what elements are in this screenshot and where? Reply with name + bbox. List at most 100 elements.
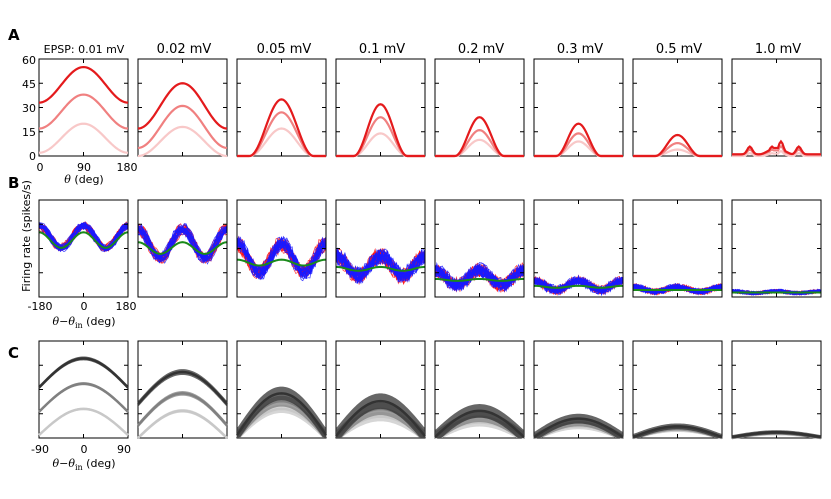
- row-c-x-axis-label: θ−θin (deg): [53, 457, 116, 472]
- column-title: 1.0 mV: [755, 42, 801, 57]
- tuning-curve-line: [137, 82, 228, 130]
- row-c-panel: [434, 340, 525, 440]
- mean-line-green: [237, 258, 326, 267]
- tuning-curve-line: [336, 103, 425, 158]
- x-tick-label: 90: [77, 161, 91, 174]
- mean-curve-line: [38, 357, 129, 389]
- row-b-traces: [237, 235, 326, 282]
- row-c-panel: [335, 340, 426, 439]
- row-a-panel: [434, 58, 525, 158]
- mean-line-green: [138, 241, 227, 255]
- x-tick-label: 180: [117, 161, 138, 174]
- y-axis-label: Firing rate (spikes/s): [20, 180, 33, 292]
- column-titles: EPSP: 0.01 mV 0.02 mV 0.05 mV 0.1 mV 0.2…: [44, 42, 802, 57]
- row-b-panel: [38, 199, 129, 298]
- mean-curve-line: [137, 392, 228, 427]
- column-title: 0.5 mV: [656, 42, 702, 57]
- y-tick-label: 0: [29, 150, 36, 163]
- row-a-panel: [731, 58, 822, 158]
- row-b-x-label-symbol: θ−θ: [53, 315, 76, 328]
- row-c-panel: [533, 340, 624, 440]
- row-b-traces: [435, 261, 524, 293]
- x-tick-label: 180: [116, 300, 137, 313]
- column-title: EPSP: 0.01 mV: [44, 43, 125, 56]
- row-c-panel: [731, 340, 822, 440]
- row-a-x-axis-label: θ (deg): [64, 173, 103, 186]
- x-tick-label: -180: [28, 300, 53, 313]
- mean-band-area: [237, 386, 326, 438]
- row-c-x-tick-labels: -90 0 90: [31, 443, 131, 456]
- column-title: 0.02 mV: [157, 42, 212, 57]
- trial-trace-blue: [336, 248, 425, 283]
- row-a-panel: [38, 58, 129, 157]
- mean-curve-line: [335, 399, 426, 437]
- row-b-traces: [138, 222, 227, 265]
- panel-label-b: B: [8, 174, 19, 192]
- row-b-x-label-subscript: in: [75, 321, 83, 330]
- row-b-traces: [534, 274, 623, 297]
- row-b-panel: [434, 199, 525, 298]
- row-c-panel: [632, 340, 723, 440]
- row-b-panel: [335, 199, 426, 298]
- trial-trace-blue: [237, 235, 326, 280]
- row-c-panel: [137, 340, 228, 439]
- row-c-x-label-symbol: θ−θ: [53, 457, 76, 470]
- tuning-curve-line: [38, 65, 129, 104]
- panel-label-a: A: [8, 26, 20, 44]
- row-b-panel: [731, 199, 822, 298]
- row-b-traces: [732, 288, 821, 296]
- mean-curve-line: [38, 382, 129, 413]
- mean-curve-line: [731, 430, 822, 439]
- row-a-panel: [533, 58, 624, 158]
- row-b-x-tick-labels: -180 0 180: [28, 300, 137, 313]
- y-tick-label: 60: [22, 54, 36, 67]
- row-c-x-label-unit: (deg): [83, 457, 116, 470]
- y-tick-label: 15: [22, 126, 36, 139]
- tuning-curve-line: [38, 93, 129, 130]
- mean-curve-line: [137, 370, 228, 405]
- row-a-y-tick-labels: 60 45 30 15 0: [22, 54, 36, 163]
- mean-curve-line: [38, 407, 129, 437]
- mean-line-green: [435, 277, 524, 282]
- row-a-panel: [236, 58, 327, 158]
- row-b-panel: [632, 199, 723, 298]
- mean-band-area: [633, 423, 722, 438]
- mean-band-area: [534, 413, 623, 438]
- mean-line-green: [534, 284, 623, 289]
- tuning-curve-line: [732, 139, 821, 156]
- tuning-curve-line: [633, 133, 722, 158]
- row-b-traces: [39, 221, 128, 253]
- mean-curve-line: [632, 425, 723, 439]
- column-title: 0.1 mV: [359, 42, 405, 57]
- tuning-curve-line: [732, 149, 821, 158]
- mean-band-area: [435, 404, 524, 438]
- trial-trace-blue: [138, 224, 227, 263]
- row-a-panel: [137, 58, 228, 158]
- row-a-panel: [632, 58, 723, 158]
- tuning-curve-line: [137, 104, 228, 150]
- trial-trace-blue: [138, 224, 227, 264]
- chart-row-a: [38, 58, 822, 158]
- y-tick-label: 30: [22, 102, 36, 115]
- mean-band-area: [138, 369, 227, 407]
- mean-band-area: [336, 393, 425, 438]
- trial-trace-blue: [435, 261, 524, 293]
- chart-row-c: [38, 340, 822, 440]
- x-tick-label: 0: [37, 161, 44, 174]
- tuning-curve-line: [435, 116, 524, 158]
- row-b-x-label-unit: (deg): [83, 315, 116, 328]
- mean-curve-line: [137, 409, 228, 439]
- tuning-curve-line: [38, 122, 129, 154]
- mean-curve-line: [235, 392, 328, 436]
- tuning-curve-line: [534, 122, 623, 158]
- tuning-curve-line: [137, 125, 228, 158]
- column-title: 0.3 mV: [557, 42, 603, 57]
- mean-line-green: [39, 231, 128, 249]
- x-tick-label: 0: [81, 300, 88, 313]
- row-a-x-label-unit: (deg): [71, 173, 104, 186]
- panel-label-c: C: [8, 344, 19, 362]
- mean-curve-line: [434, 409, 525, 438]
- y-tick-label: 45: [22, 78, 36, 91]
- row-b-panel: [533, 199, 624, 298]
